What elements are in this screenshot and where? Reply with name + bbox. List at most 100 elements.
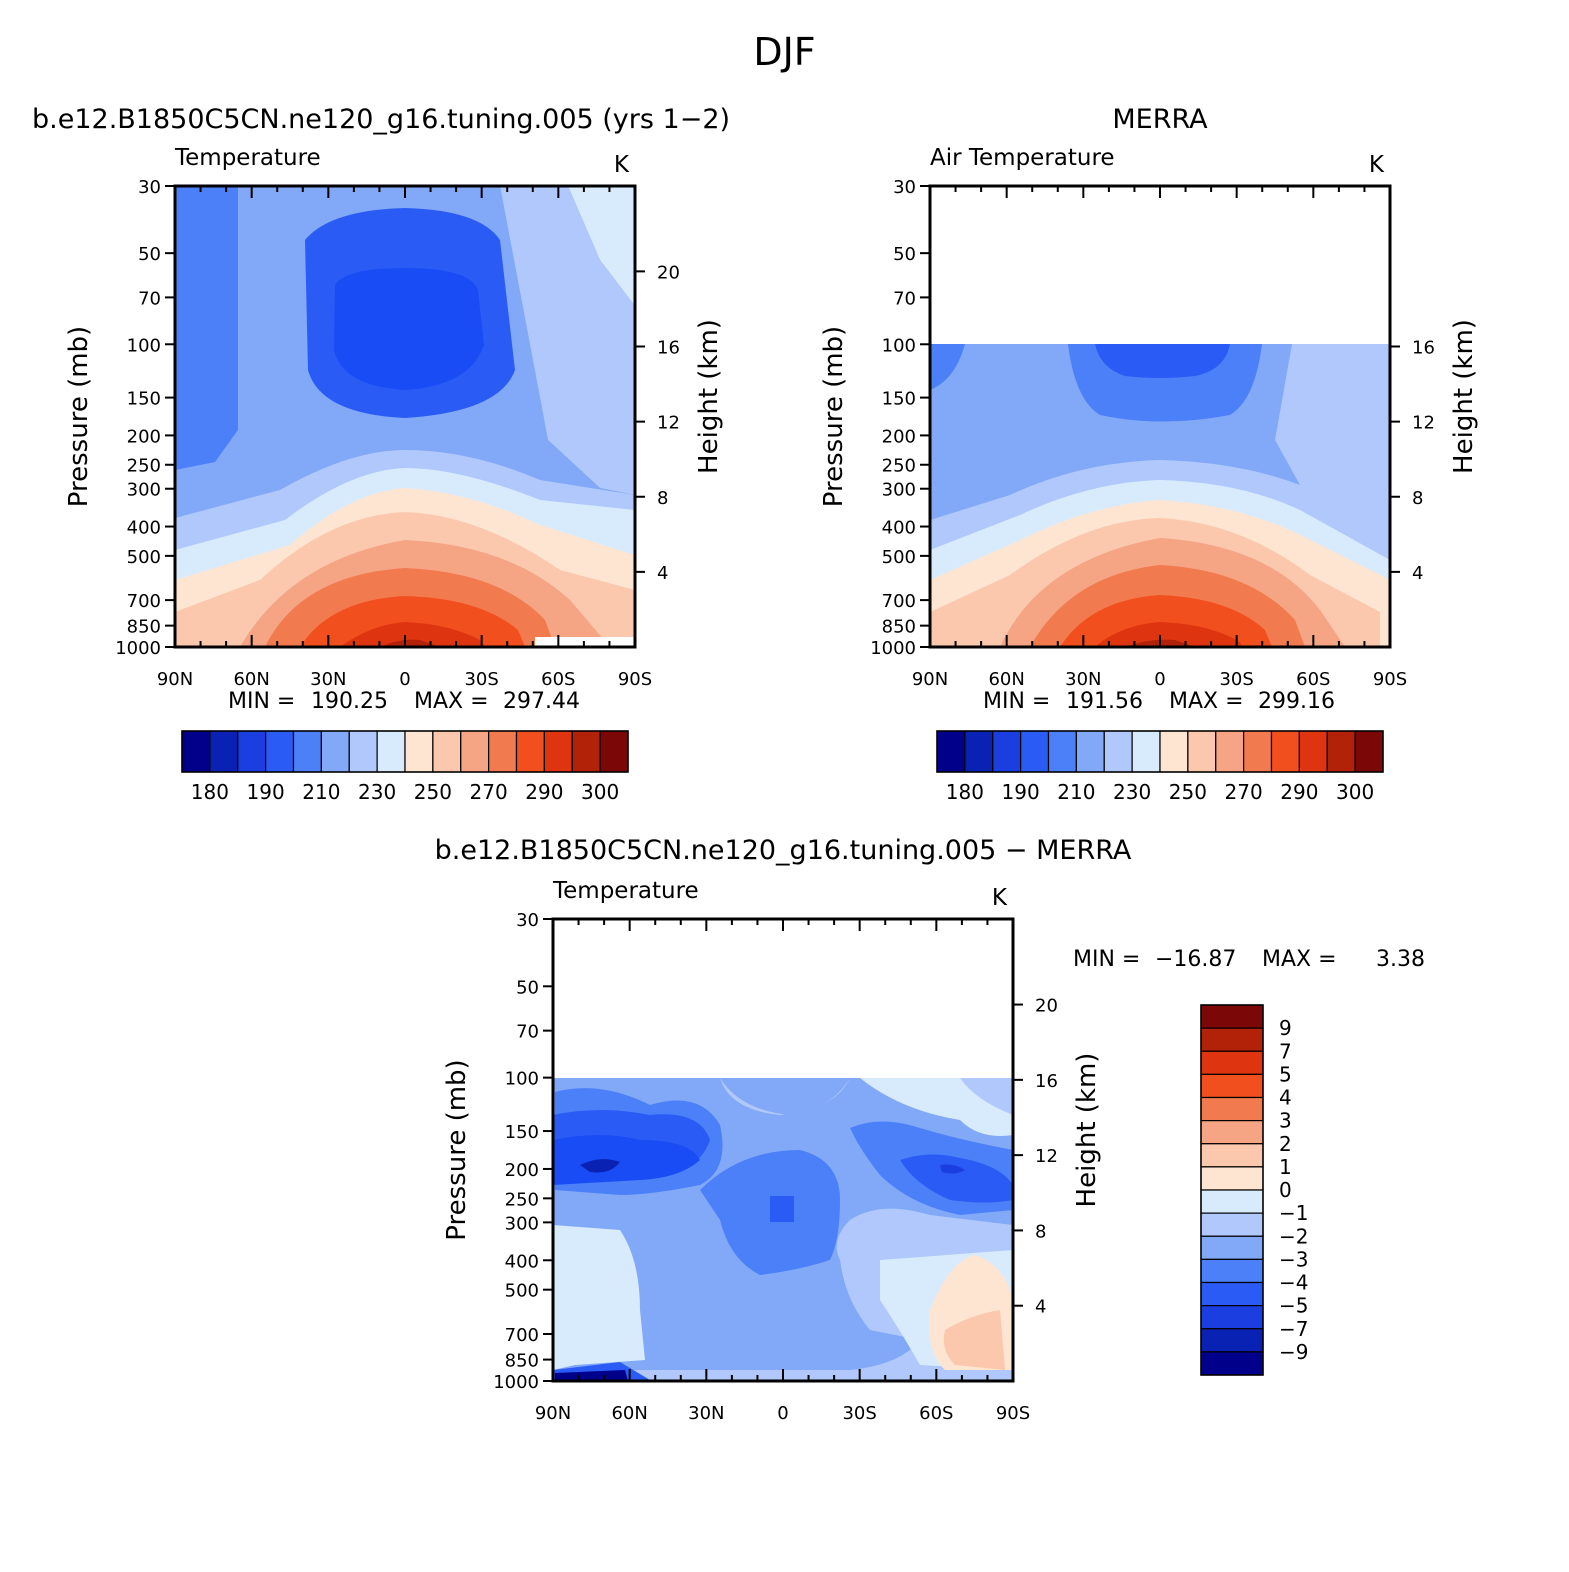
y-tick-label: 200: [882, 426, 916, 447]
colorbar-swatch: [1131, 730, 1161, 773]
y-tick-label: 50: [893, 244, 916, 265]
y-tick-label: 30: [138, 177, 161, 198]
colorbar-label: 7: [1279, 1039, 1292, 1063]
colorbar-label: 1: [1279, 1155, 1292, 1179]
colorbar-swatch: [599, 730, 629, 773]
colorbar-swatch: [265, 730, 295, 773]
panel-title: Temperature: [552, 878, 699, 904]
colorbar-swatch: [1270, 730, 1300, 773]
colorbar-swatch: [1354, 730, 1384, 773]
x-tick-label: 30S: [464, 669, 498, 690]
colorbar-label: 190: [1002, 780, 1040, 804]
y2-tick-label: 20: [657, 262, 680, 283]
stats-min-value: 191.56: [1066, 689, 1143, 714]
stats-min-label: MIN =: [228, 689, 295, 714]
colorbar-swatch: [1200, 1143, 1264, 1168]
colorbar-swatch: [543, 730, 573, 773]
panel-obs-field: [930, 344, 1390, 647]
colorbar-frame: [1200, 1004, 1264, 1376]
colorbar-label: −3: [1279, 1247, 1308, 1271]
colorbar-label: 3: [1279, 1109, 1292, 1133]
colorbar-swatch: [1200, 1189, 1264, 1214]
colorbar-swatch: [1200, 1096, 1264, 1122]
x-tick-label: 30S: [1219, 669, 1253, 690]
colorbar-swatch: [992, 730, 1022, 773]
x-tick-label: 90N: [912, 669, 948, 690]
x-tick-label: 30N: [1065, 669, 1101, 690]
y-tick-label: 70: [516, 1022, 539, 1043]
y-tick-label: 500: [882, 547, 916, 568]
x-tick-label: 90S: [1373, 669, 1407, 690]
y-tick-label: 250: [127, 456, 161, 477]
colorbar-swatch: [1200, 1281, 1264, 1307]
colorbar-swatch: [1187, 730, 1217, 773]
y-tick-label: 200: [127, 426, 161, 447]
units-label: K: [614, 152, 630, 178]
colorbar-swatch: [571, 730, 601, 773]
y-axis-label: Pressure (mb): [442, 1059, 472, 1240]
colorbar-label: 190: [247, 780, 285, 804]
colorbar-swatch: [1200, 1258, 1264, 1284]
y2-tick-label: 12: [657, 413, 680, 434]
y-tick-label: 1000: [870, 638, 916, 659]
colorbar-label: −9: [1279, 1340, 1308, 1364]
colorbar-swatch: [1326, 730, 1356, 773]
y-tick-label: 850: [882, 617, 916, 638]
stats-max-label: MAX =: [414, 689, 489, 714]
stats-min-value: −16.87: [1155, 947, 1236, 972]
y-tick-label: 200: [505, 1160, 539, 1181]
y2-axis-label: Height (km): [1072, 1053, 1102, 1208]
y2-tick-label: 4: [1412, 563, 1423, 584]
colorbar-label: −2: [1279, 1224, 1308, 1248]
colorbar-swatch: [1215, 730, 1245, 773]
x-tick-label: 90S: [996, 1403, 1030, 1424]
x-tick-label: 60N: [988, 669, 1024, 690]
colorbar-label: 250: [1169, 780, 1207, 804]
stats-max-label: MAX =: [1262, 947, 1337, 972]
x-tick-label: 0: [1154, 669, 1165, 690]
y-axis-label: Pressure (mb): [819, 326, 849, 507]
x-tick-label: 60S: [919, 1403, 953, 1424]
colorbar-swatch: [1200, 1328, 1264, 1353]
panel-model-field: [175, 186, 635, 647]
colorbar-swatch: [488, 730, 518, 773]
colorbar-swatch: [1075, 730, 1105, 773]
colorbar-label: 270: [1225, 780, 1263, 804]
panel-subtitle: b.e12.B1850C5CN.ne120_g16.tuning.005 (yr…: [32, 104, 730, 135]
x-tick-label: 30S: [842, 1403, 876, 1424]
colorbar-swatch: [1243, 730, 1273, 773]
x-tick-label: 0: [777, 1403, 788, 1424]
colorbar-swatch: [432, 730, 462, 773]
y2-tick-label: 16: [1412, 338, 1435, 359]
colorbar-label: 9: [1279, 1016, 1292, 1040]
panel-title: Air Temperature: [930, 145, 1115, 171]
page-title: DJF: [753, 30, 816, 74]
y-tick-label: 850: [127, 617, 161, 638]
colorbar-label: 230: [358, 780, 396, 804]
colorbar-swatch: [936, 730, 966, 773]
y-tick-label: 70: [893, 288, 916, 309]
colorbar-swatch: [348, 730, 378, 773]
y-tick-label: 150: [505, 1122, 539, 1143]
colorbar-label: 0: [1279, 1178, 1292, 1202]
colorbar-frame: [181, 730, 629, 773]
colorbar-swatch: [1298, 730, 1328, 773]
x-tick-label: 60N: [611, 1403, 647, 1424]
y-tick-label: 100: [127, 335, 161, 356]
colorbar-label: 4: [1279, 1086, 1292, 1110]
y-tick-label: 50: [516, 977, 539, 998]
colorbar-label: −7: [1279, 1317, 1308, 1341]
stats-min-value: 190.25: [311, 689, 388, 714]
colorbar-swatch: [1200, 1004, 1264, 1029]
y-tick-label: 100: [882, 335, 916, 356]
x-tick-label: 90N: [535, 1403, 571, 1424]
y2-tick-label: 16: [1035, 1071, 1058, 1092]
colorbar-swatch: [460, 730, 490, 773]
y-tick-label: 150: [127, 389, 161, 410]
y-tick-label: 400: [882, 518, 916, 539]
y2-tick-label: 16: [657, 338, 680, 359]
y-tick-label: 300: [505, 1213, 539, 1234]
stats-min-label: MIN =: [983, 689, 1050, 714]
stats-min-label: MIN =: [1073, 947, 1140, 972]
